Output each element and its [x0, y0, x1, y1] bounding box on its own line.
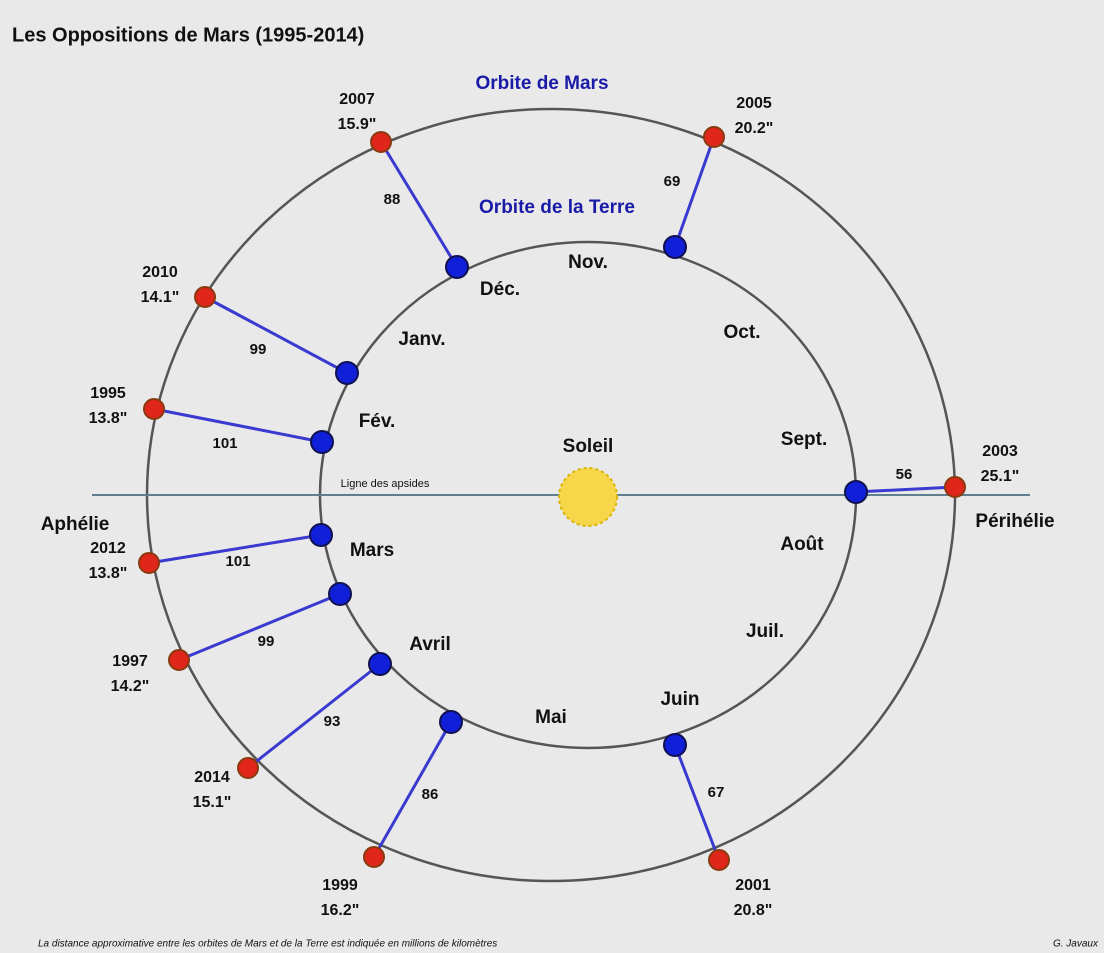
- apsides-label: Ligne des apsides: [341, 478, 430, 490]
- earth-position: [369, 653, 391, 675]
- background: [0, 0, 1104, 953]
- month-label: Janv.: [398, 329, 445, 350]
- diameter-label: 16.2": [321, 902, 360, 919]
- perihelion-label: Périhélie: [975, 511, 1054, 532]
- year-label: 2007: [339, 91, 375, 108]
- mars-position: [709, 850, 729, 870]
- distance-label: 93: [324, 713, 341, 730]
- year-label: 2012: [90, 540, 126, 557]
- month-label: Juin: [660, 689, 699, 710]
- earth-position: [845, 481, 867, 503]
- sun-disk: [559, 468, 617, 526]
- distance-label: 101: [225, 553, 250, 570]
- earth-position: [311, 431, 333, 453]
- diameter-label: 14.1": [141, 289, 180, 306]
- distance-label: 56: [896, 466, 913, 483]
- diagram: Les Oppositions de Mars (1995-2014) Orbi…: [0, 0, 1104, 953]
- year-label: 1997: [112, 653, 148, 670]
- mars-position: [945, 477, 965, 497]
- sun: [559, 468, 617, 526]
- month-label: Oct.: [724, 322, 761, 343]
- mars-position: [139, 553, 159, 573]
- month-label: Avril: [409, 634, 451, 655]
- month-label: Fév.: [359, 411, 396, 432]
- mars-position: [144, 399, 164, 419]
- distance-label: 101: [212, 435, 237, 452]
- earth-orbit-label: Orbite de la Terre: [479, 197, 635, 218]
- mars-position: [371, 132, 391, 152]
- earth-position: [336, 362, 358, 384]
- sun-label: Soleil: [563, 436, 614, 457]
- year-label: 2014: [194, 769, 230, 786]
- month-label: Nov.: [568, 252, 608, 273]
- diameter-label: 15.9": [338, 116, 377, 133]
- distance-label: 86: [422, 786, 439, 803]
- title: Les Oppositions de Mars (1995-2014): [12, 24, 364, 46]
- month-label: Juil.: [746, 621, 784, 642]
- earth-position: [310, 524, 332, 546]
- distance-label: 99: [250, 341, 267, 358]
- distance-label: 88: [384, 191, 401, 208]
- diameter-label: 14.2": [111, 678, 150, 695]
- earth-position: [329, 583, 351, 605]
- page: {"title": "Les Oppositions de Mars (1995…: [0, 0, 1104, 953]
- diameter-label: 13.8": [89, 565, 128, 582]
- year-label: 1999: [322, 877, 358, 894]
- mars-position: [364, 847, 384, 867]
- earth-position: [440, 711, 462, 733]
- mars-position: [169, 650, 189, 670]
- month-label: Mars: [350, 540, 394, 561]
- aphelion-label: Aphélie: [41, 514, 110, 535]
- year-label: 2001: [735, 877, 771, 894]
- distance-label: 67: [708, 784, 725, 801]
- year-label: 1995: [90, 385, 126, 402]
- earth-position: [664, 734, 686, 756]
- footer-author: G. Javaux: [1053, 939, 1099, 950]
- diameter-label: 20.8": [734, 902, 773, 919]
- month-label: Déc.: [480, 279, 520, 300]
- month-label: Sept.: [781, 429, 827, 450]
- month-label: Août: [780, 534, 824, 555]
- mars-position: [238, 758, 258, 778]
- year-label: 2010: [142, 264, 178, 281]
- footer-note: La distance approximative entre les orbi…: [38, 939, 497, 950]
- diameter-label: 20.2": [735, 120, 774, 137]
- month-label: Mai: [535, 707, 567, 728]
- distance-label: 69: [664, 173, 681, 190]
- earth-position: [446, 256, 468, 278]
- year-label: 2003: [982, 443, 1018, 460]
- mars-position: [704, 127, 724, 147]
- mars-position: [195, 287, 215, 307]
- distance-label: 99: [258, 633, 275, 650]
- mars-orbit-label: Orbite de Mars: [475, 73, 608, 94]
- diameter-label: 15.1": [193, 794, 232, 811]
- diameter-label: 13.8": [89, 410, 128, 427]
- diameter-label: 25.1": [981, 468, 1020, 485]
- earth-position: [664, 236, 686, 258]
- year-label: 2005: [736, 95, 772, 112]
